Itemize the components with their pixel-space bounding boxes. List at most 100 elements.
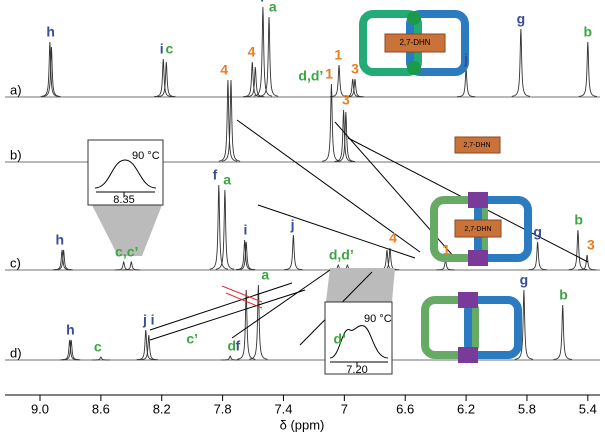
- peak: [528, 241, 547, 271]
- peak-label: 1: [334, 47, 342, 63]
- peak: [221, 355, 240, 361]
- peak: [249, 284, 268, 360]
- peak: [154, 58, 173, 98]
- inset-tick: 7.20: [346, 364, 367, 376]
- peak-label: g: [520, 272, 529, 288]
- peak-label: a: [261, 267, 269, 283]
- peak-label: i: [243, 222, 247, 238]
- peak-label: 3: [342, 92, 350, 108]
- peak-label: f: [260, 0, 265, 5]
- peak: [52, 249, 72, 271]
- peak-label: b: [559, 287, 568, 303]
- peak: [42, 46, 61, 97]
- inset: 90 °C 8.35: [87, 139, 164, 206]
- peak: [157, 61, 176, 98]
- peak-label: c’: [186, 331, 198, 347]
- x-tick-label: 8.2: [153, 401, 171, 416]
- peak-label: 3: [587, 237, 595, 253]
- peak-label: f: [213, 167, 218, 183]
- peak: [54, 249, 73, 271]
- inset-wedge: [92, 205, 162, 256]
- peak: [553, 304, 572, 360]
- x-tick-label: 7.4: [274, 401, 292, 416]
- inset-tick: 8.35: [113, 194, 134, 206]
- peak-label: j: [463, 51, 468, 67]
- peak-label: d,d’: [329, 247, 354, 263]
- peak: [322, 83, 341, 162]
- spectrum-label: d): [10, 345, 22, 360]
- x-tick-label: 9.0: [31, 401, 49, 416]
- x-tick-label: 7: [341, 401, 348, 416]
- inset-wedge: [326, 268, 395, 302]
- x-tick-label: 6.2: [457, 401, 475, 416]
- spectrum-label: b): [10, 147, 22, 162]
- peak-label: h: [46, 24, 55, 40]
- peak: [114, 260, 133, 271]
- peak: [91, 356, 110, 361]
- peak-label: d’: [334, 331, 346, 347]
- peak: [336, 111, 356, 162]
- peak: [221, 79, 241, 162]
- peak-label: 4: [389, 230, 397, 246]
- peak-label: 1: [325, 66, 333, 82]
- peak-label: b: [574, 212, 583, 228]
- peak-label: 3: [351, 61, 359, 77]
- peak: [215, 189, 235, 270]
- peak: [577, 254, 597, 271]
- peak-label: g: [517, 11, 526, 27]
- peak-label: h: [56, 232, 65, 248]
- peak: [568, 229, 588, 271]
- peak-label: i: [151, 312, 155, 328]
- peak: [243, 61, 262, 98]
- peak-label: d: [227, 338, 236, 354]
- guest-label: 2,7-DHN: [399, 38, 430, 47]
- x-tick-label: 6.6: [396, 401, 414, 416]
- peak: [235, 239, 254, 271]
- peak: [40, 41, 60, 97]
- guest-label: 2,7-DHN: [463, 142, 490, 149]
- spectrum-label: c): [10, 255, 21, 270]
- peak: [334, 109, 353, 162]
- overlap-marks: [221, 285, 263, 309]
- peak: [218, 79, 238, 162]
- guest-label: 2,7-DHN: [464, 226, 491, 233]
- x-tick-label: 8.6: [92, 401, 110, 416]
- peak: [253, 6, 273, 97]
- peak: [60, 339, 79, 361]
- peak: [122, 260, 141, 271]
- guest-cartoon: 2,7-DHN: [454, 136, 501, 154]
- peak-label: j: [290, 217, 295, 233]
- peak: [511, 28, 531, 97]
- peak-label: a: [269, 0, 277, 15]
- peak: [136, 329, 155, 361]
- x-tick-label: 5.8: [518, 401, 536, 416]
- peak: [237, 241, 256, 271]
- inset: 90 °C 7.20: [324, 301, 393, 376]
- macrocycle-cartoon: 2,7-DHN: [359, 10, 469, 76]
- peak: [246, 66, 265, 98]
- spectrum-label: a): [10, 82, 22, 97]
- peak-label: b: [584, 24, 593, 40]
- host-cartoon: [421, 292, 522, 363]
- inset-temp: 90 °C: [132, 150, 160, 162]
- peak: [345, 78, 365, 98]
- peak-label: c,c’: [115, 244, 138, 260]
- x-tick-label: 7.8: [214, 401, 232, 416]
- peak: [578, 41, 598, 97]
- peak-label: h: [66, 322, 75, 338]
- peak: [259, 16, 279, 97]
- peak-label: 4: [220, 62, 228, 78]
- peak-label: 4: [248, 44, 256, 60]
- x-axis-label: δ (ppm): [280, 417, 325, 432]
- peak-label: c: [94, 339, 102, 355]
- peak-label: c: [165, 41, 173, 57]
- peak-label: g: [533, 224, 542, 240]
- peak-label: j: [142, 312, 147, 328]
- peak: [209, 184, 229, 270]
- peak-label: i: [160, 41, 164, 57]
- x-tick-label: 5.4: [579, 401, 597, 416]
- inset-temp: 90 °C: [364, 313, 392, 325]
- peak: [62, 339, 81, 361]
- peak-label: 1: [442, 242, 450, 258]
